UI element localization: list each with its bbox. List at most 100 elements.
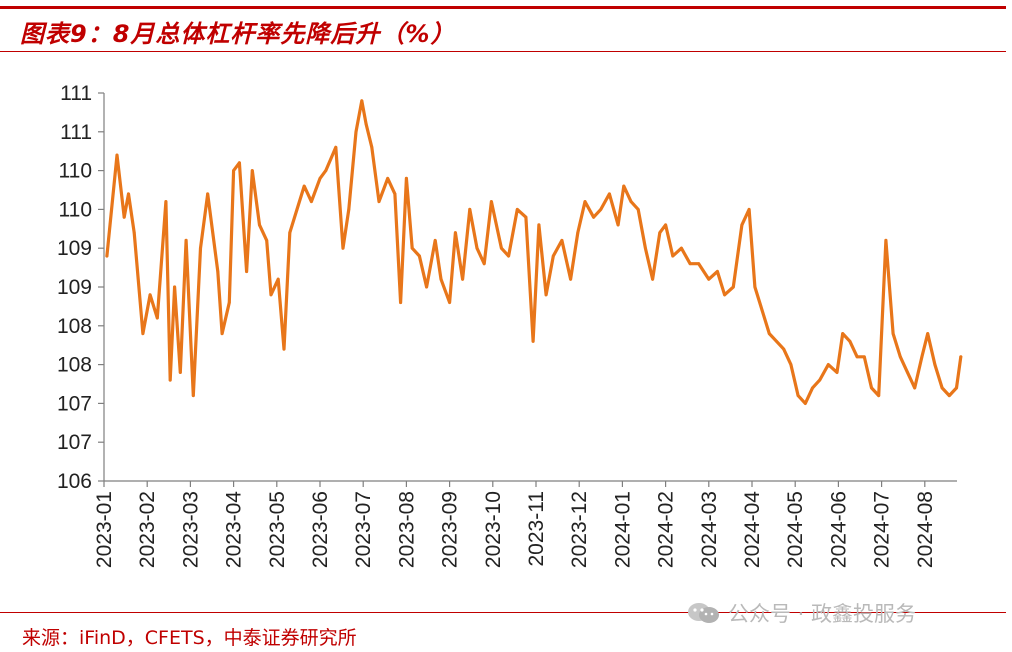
data-point <box>753 285 757 289</box>
y-tick-label: 111 <box>60 82 92 105</box>
data-point <box>269 293 273 297</box>
data-point <box>608 192 611 196</box>
x-tick-label: 2023-04 <box>223 491 246 568</box>
x-tick-label: 2023-07 <box>352 491 375 568</box>
data-point <box>803 402 807 405</box>
data-point <box>393 192 397 196</box>
data-point <box>418 254 421 258</box>
data-point <box>622 184 626 188</box>
data-point <box>245 270 249 273</box>
data-point <box>920 355 924 359</box>
x-tick-label: 2023-05 <box>266 491 289 568</box>
data-point <box>347 208 351 211</box>
data-point <box>544 293 548 297</box>
footer-divider <box>0 612 1006 613</box>
data-point <box>334 145 338 149</box>
data-point <box>870 386 873 390</box>
data-point <box>913 386 917 390</box>
data-point <box>220 332 224 335</box>
data-point <box>644 246 647 250</box>
data-point <box>671 254 675 258</box>
data-point <box>276 277 280 281</box>
data-point <box>592 215 595 219</box>
data-point <box>940 386 944 390</box>
y-tick-label: 108 <box>57 315 92 338</box>
data-point <box>688 262 692 266</box>
series-layer <box>105 99 963 405</box>
data-point <box>386 177 390 180</box>
x-tick-label: 2024-01 <box>611 491 634 568</box>
data-point <box>697 262 701 266</box>
data-point <box>377 200 381 204</box>
y-tick-label: 106 <box>57 470 92 493</box>
data-point <box>680 246 683 250</box>
data-point <box>302 184 306 188</box>
data-point <box>468 208 472 211</box>
x-tick-label: 2023-03 <box>179 491 202 568</box>
data-point <box>537 223 541 227</box>
x-tick-label: 2023-06 <box>309 491 332 568</box>
data-point <box>658 231 662 235</box>
data-point <box>716 270 719 273</box>
data-point <box>364 122 368 126</box>
data-point <box>238 161 241 165</box>
data-point <box>482 262 486 266</box>
data-point <box>884 239 888 242</box>
data-point <box>835 371 839 374</box>
data-point <box>789 363 793 366</box>
data-point <box>105 254 109 258</box>
data-point <box>767 332 771 335</box>
data-point <box>898 355 902 359</box>
data-point <box>841 332 845 335</box>
x-tick-label: 2024-07 <box>871 491 894 568</box>
source-note: 来源：iFinD，CFETS，中泰证券研究所 <box>22 627 357 649</box>
title-divider <box>0 51 1006 52</box>
x-tick-label: 2023-10 <box>482 491 505 568</box>
data-point <box>258 223 261 227</box>
data-point <box>148 293 152 297</box>
data-point <box>955 386 958 390</box>
data-point <box>433 239 437 242</box>
watermark-text: 公众号 · 政鑫投服务 <box>728 602 917 626</box>
data-point <box>811 386 814 390</box>
data-point <box>370 145 374 149</box>
data-point <box>178 371 182 374</box>
data-point <box>862 355 866 359</box>
data-point <box>636 208 640 211</box>
data-point <box>707 277 711 281</box>
data-point <box>826 363 830 366</box>
data-point <box>515 208 519 211</box>
data-point <box>341 246 345 250</box>
data-point <box>115 153 119 157</box>
data-point <box>569 277 572 281</box>
data-point <box>288 231 292 235</box>
data-point <box>906 371 909 374</box>
data-point <box>265 239 269 242</box>
data-point <box>740 223 744 227</box>
data-point <box>132 231 136 235</box>
y-tick-label: 110 <box>59 160 92 183</box>
data-point <box>629 200 633 204</box>
x-tick-label: 2024-04 <box>741 491 764 568</box>
data-point <box>354 130 358 134</box>
data-point <box>947 394 951 397</box>
data-point <box>959 355 963 359</box>
x-tick-label: 2024-03 <box>698 491 721 568</box>
x-tick-label: 2024-06 <box>827 491 850 568</box>
top-rule <box>0 6 1006 9</box>
data-point <box>425 285 428 289</box>
data-point <box>933 363 937 366</box>
data-point <box>199 246 202 250</box>
data-point <box>405 177 408 180</box>
data-point <box>216 270 220 273</box>
x-tick-label: 2023-12 <box>568 491 591 568</box>
data-point <box>227 301 231 304</box>
series-line-1 <box>105 99 963 405</box>
data-point <box>122 215 126 219</box>
data-point <box>796 394 800 397</box>
data-point <box>448 301 451 304</box>
data-point <box>184 239 188 242</box>
x-tick-label: 2024-05 <box>784 491 807 568</box>
data-point <box>891 332 895 335</box>
data-point <box>855 355 859 359</box>
